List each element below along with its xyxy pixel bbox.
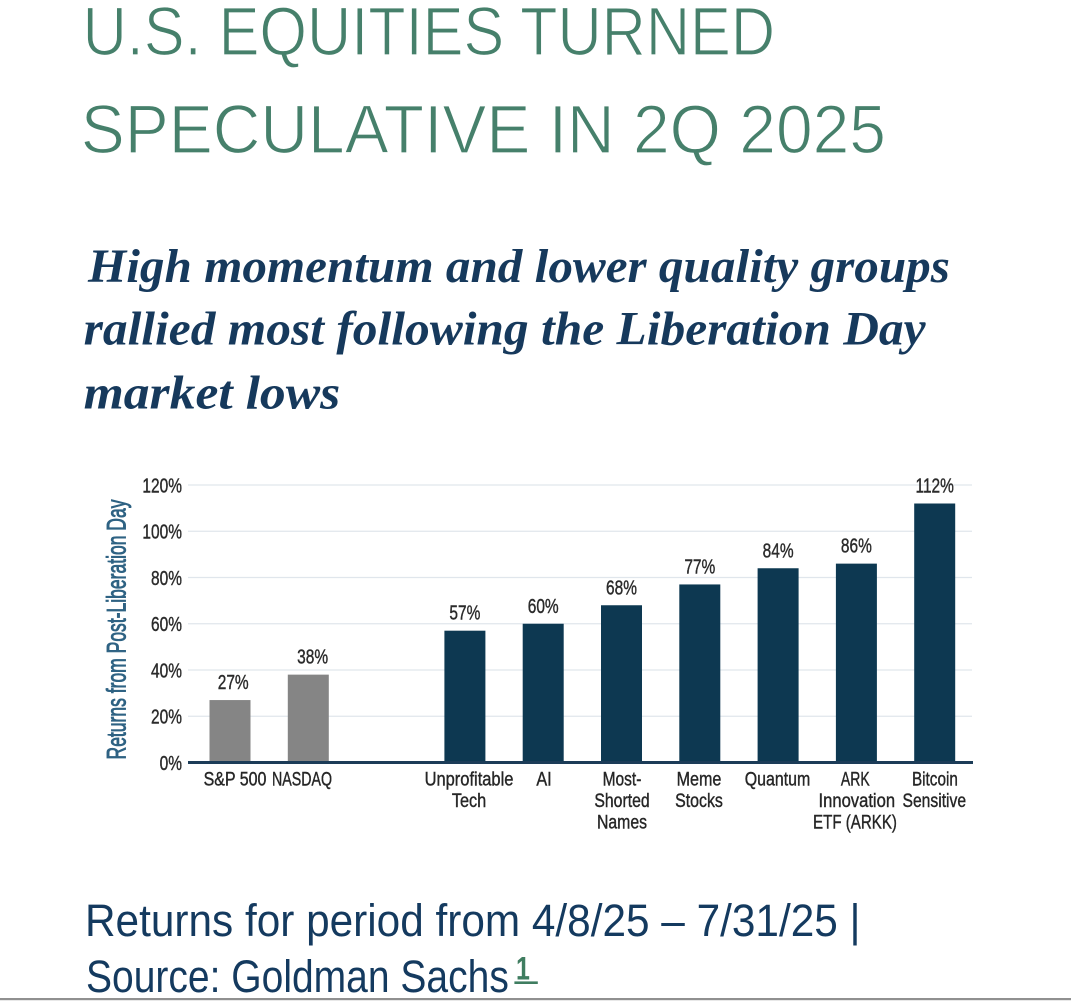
svg-text:Unprofitable: Unprofitable (425, 768, 514, 790)
svg-text:Meme: Meme (677, 768, 722, 790)
svg-text:Innovation: Innovation (819, 790, 896, 812)
svg-text:Stocks: Stocks (675, 789, 723, 811)
svg-text:U.S. EQUITIES TURNED: U.S. EQUITIES TURNED (83, 0, 775, 70)
svg-text:120%: 120% (142, 474, 182, 497)
svg-text:Names: Names (597, 811, 647, 833)
svg-text:57%: 57% (449, 602, 480, 625)
svg-text:77%: 77% (684, 555, 715, 578)
svg-text:Returns from Post-Liberation D: Returns from Post-Liberation Day (100, 499, 131, 759)
svg-text:ETF (ARKK): ETF (ARKK) (813, 811, 897, 833)
svg-text:NASDAQ: NASDAQ (272, 768, 332, 790)
svg-text:86%: 86% (841, 535, 872, 558)
svg-text:Sensitive: Sensitive (903, 789, 967, 811)
svg-text:ARK: ARK (841, 768, 870, 790)
svg-text:AI: AI (536, 768, 551, 790)
svg-text:Tech: Tech (452, 790, 486, 812)
svg-text:1: 1 (516, 952, 530, 988)
svg-text:40%: 40% (151, 659, 182, 682)
svg-text:Quantum: Quantum (745, 768, 811, 790)
svg-text:Most-: Most- (603, 768, 642, 790)
svg-text:38%: 38% (297, 646, 328, 669)
svg-text:High momentum and lower qualit: High momentum and lower quality groups (87, 240, 950, 293)
svg-text:Shorted: Shorted (594, 789, 649, 811)
svg-text:84%: 84% (763, 539, 794, 562)
svg-text:0%: 0% (160, 752, 182, 775)
svg-text:27%: 27% (218, 671, 249, 694)
svg-text:100%: 100% (142, 520, 182, 543)
svg-text:market lows: market lows (84, 366, 341, 419)
svg-text:Source: Goldman Sachs: Source: Goldman Sachs (86, 951, 509, 1001)
svg-text:60%: 60% (151, 613, 182, 636)
svg-text:Returns for period from 4/8/25: Returns for period from 4/8/25 – 7/31/25… (85, 896, 861, 946)
svg-text:S&P 500: S&P 500 (204, 768, 267, 790)
svg-text:Bitcoin: Bitcoin (912, 768, 958, 790)
svg-text:SPECULATIVE IN 2Q 2025: SPECULATIVE IN 2Q 2025 (81, 92, 886, 169)
svg-text:112%: 112% (915, 474, 953, 497)
svg-text:60%: 60% (528, 595, 559, 618)
svg-text:rallied most following the Lib: rallied most following the Liberation Da… (84, 302, 926, 355)
svg-text:80%: 80% (151, 567, 182, 590)
svg-text:68%: 68% (606, 576, 637, 599)
svg-text:20%: 20% (151, 705, 182, 728)
